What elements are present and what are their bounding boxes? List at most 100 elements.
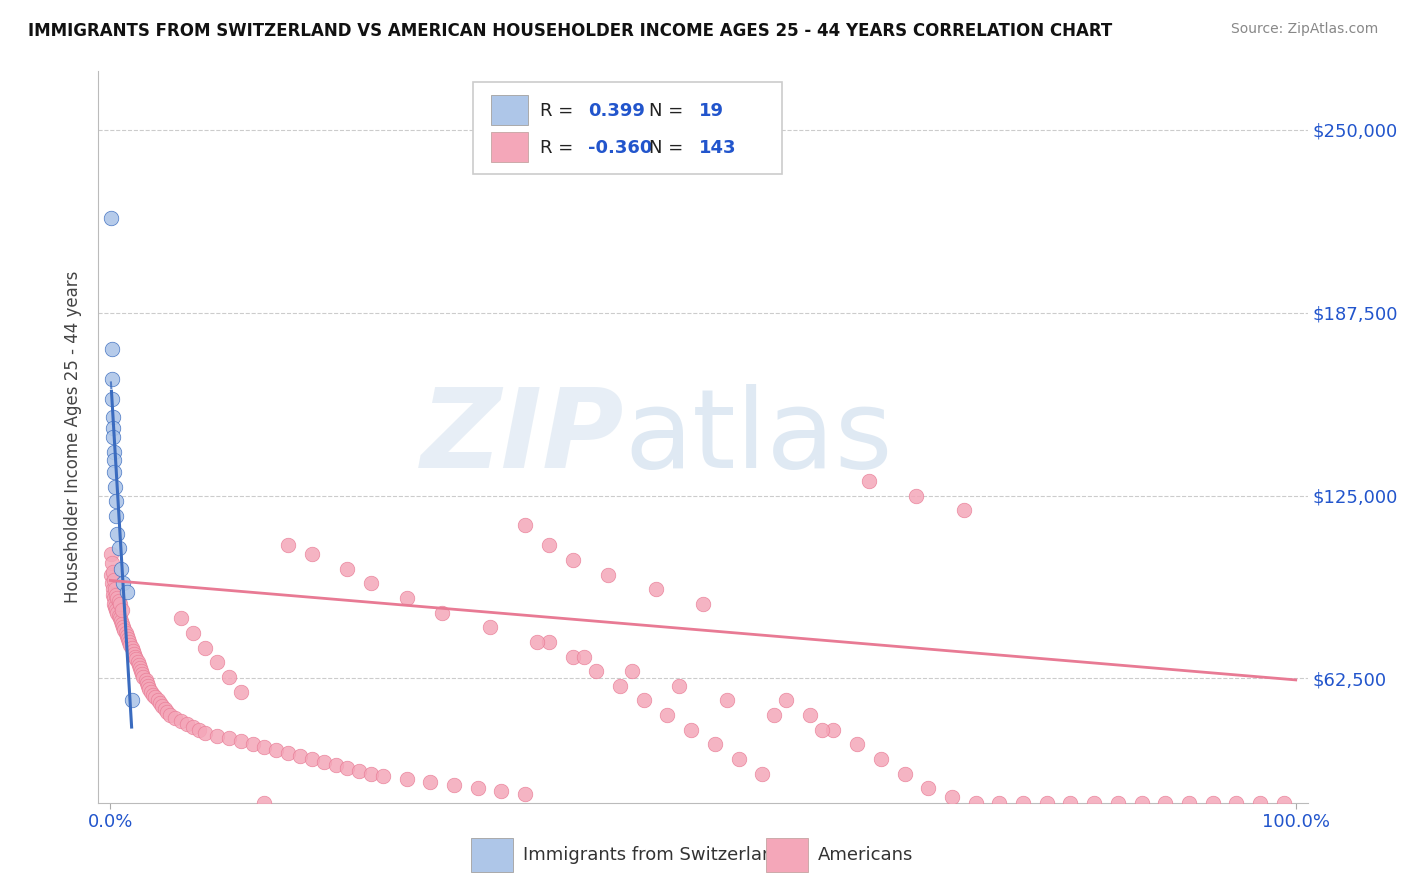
Point — [775, 693, 797, 707]
Point — [159, 708, 181, 723]
Point — [965, 796, 987, 810]
Point — [100, 211, 122, 225]
Point — [799, 708, 821, 723]
Point — [1178, 796, 1201, 810]
Point — [107, 608, 129, 623]
Point — [432, 606, 454, 620]
Point — [110, 562, 132, 576]
Point — [253, 796, 276, 810]
Point — [165, 711, 187, 725]
Point — [561, 553, 583, 567]
Point — [152, 699, 174, 714]
FancyBboxPatch shape — [474, 82, 782, 174]
Point — [242, 737, 264, 751]
Point — [104, 494, 127, 508]
Point — [105, 588, 128, 602]
Point — [103, 591, 125, 605]
Point — [1249, 796, 1271, 810]
Point — [598, 567, 620, 582]
Point — [103, 430, 125, 444]
Text: Americans: Americans — [818, 847, 914, 864]
Point — [153, 702, 176, 716]
Point — [620, 664, 643, 678]
Point — [526, 635, 548, 649]
Point — [108, 611, 131, 625]
Point — [419, 775, 441, 789]
Text: ZIP: ZIP — [420, 384, 624, 491]
Point — [716, 693, 738, 707]
Point — [142, 688, 165, 702]
Point — [128, 658, 150, 673]
Point — [105, 509, 128, 524]
Point — [1083, 796, 1105, 810]
Point — [103, 465, 125, 479]
Point — [869, 752, 891, 766]
Point — [104, 582, 127, 597]
Point — [101, 565, 124, 579]
Point — [108, 597, 131, 611]
Point — [1059, 796, 1081, 810]
Text: 19: 19 — [699, 102, 724, 120]
Point — [104, 480, 127, 494]
Text: R =: R = — [540, 102, 579, 120]
Point — [121, 693, 143, 707]
Point — [124, 649, 146, 664]
Point — [125, 652, 148, 666]
FancyBboxPatch shape — [492, 131, 527, 162]
Text: Immigrants from Switzerland: Immigrants from Switzerland — [523, 847, 785, 864]
Point — [101, 409, 124, 424]
Point — [443, 778, 465, 792]
Point — [129, 664, 152, 678]
Point — [112, 620, 135, 634]
Point — [312, 755, 335, 769]
Point — [952, 503, 974, 517]
Point — [727, 752, 749, 766]
Point — [1130, 796, 1153, 810]
Point — [633, 693, 655, 707]
Text: atlas: atlas — [624, 384, 893, 491]
Y-axis label: Householder Income Ages 25 - 44 years: Householder Income Ages 25 - 44 years — [65, 271, 83, 603]
Point — [101, 392, 124, 406]
Point — [537, 635, 560, 649]
Point — [858, 474, 880, 488]
Point — [101, 371, 124, 385]
Point — [205, 729, 228, 743]
Point — [100, 547, 122, 561]
Point — [129, 661, 152, 675]
Point — [110, 615, 132, 629]
Point — [277, 538, 299, 552]
Point — [1225, 796, 1247, 810]
Point — [114, 626, 136, 640]
Point — [515, 517, 537, 532]
Point — [115, 585, 138, 599]
Text: -0.360: -0.360 — [588, 138, 652, 157]
Point — [114, 623, 136, 637]
Point — [181, 720, 204, 734]
Point — [115, 629, 138, 643]
Point — [893, 766, 915, 780]
Point — [132, 670, 155, 684]
Point — [253, 740, 276, 755]
Point — [703, 737, 725, 751]
Point — [763, 708, 786, 723]
Point — [104, 599, 127, 614]
Point — [1036, 796, 1059, 810]
Point — [194, 640, 217, 655]
Point — [143, 690, 166, 705]
Point — [127, 656, 149, 670]
Point — [585, 664, 607, 678]
Point — [105, 606, 128, 620]
Point — [176, 716, 198, 731]
Point — [988, 796, 1011, 810]
Point — [170, 611, 193, 625]
Point — [122, 647, 145, 661]
Point — [101, 343, 124, 357]
Text: IMMIGRANTS FROM SWITZERLAND VS AMERICAN HOUSEHOLDER INCOME AGES 25 - 44 YEARS CO: IMMIGRANTS FROM SWITZERLAND VS AMERICAN … — [28, 22, 1112, 40]
Point — [149, 696, 172, 710]
Point — [121, 643, 143, 657]
Point — [103, 574, 125, 588]
Point — [146, 693, 169, 707]
Point — [360, 766, 382, 780]
Point — [107, 541, 129, 556]
Point — [644, 582, 666, 597]
